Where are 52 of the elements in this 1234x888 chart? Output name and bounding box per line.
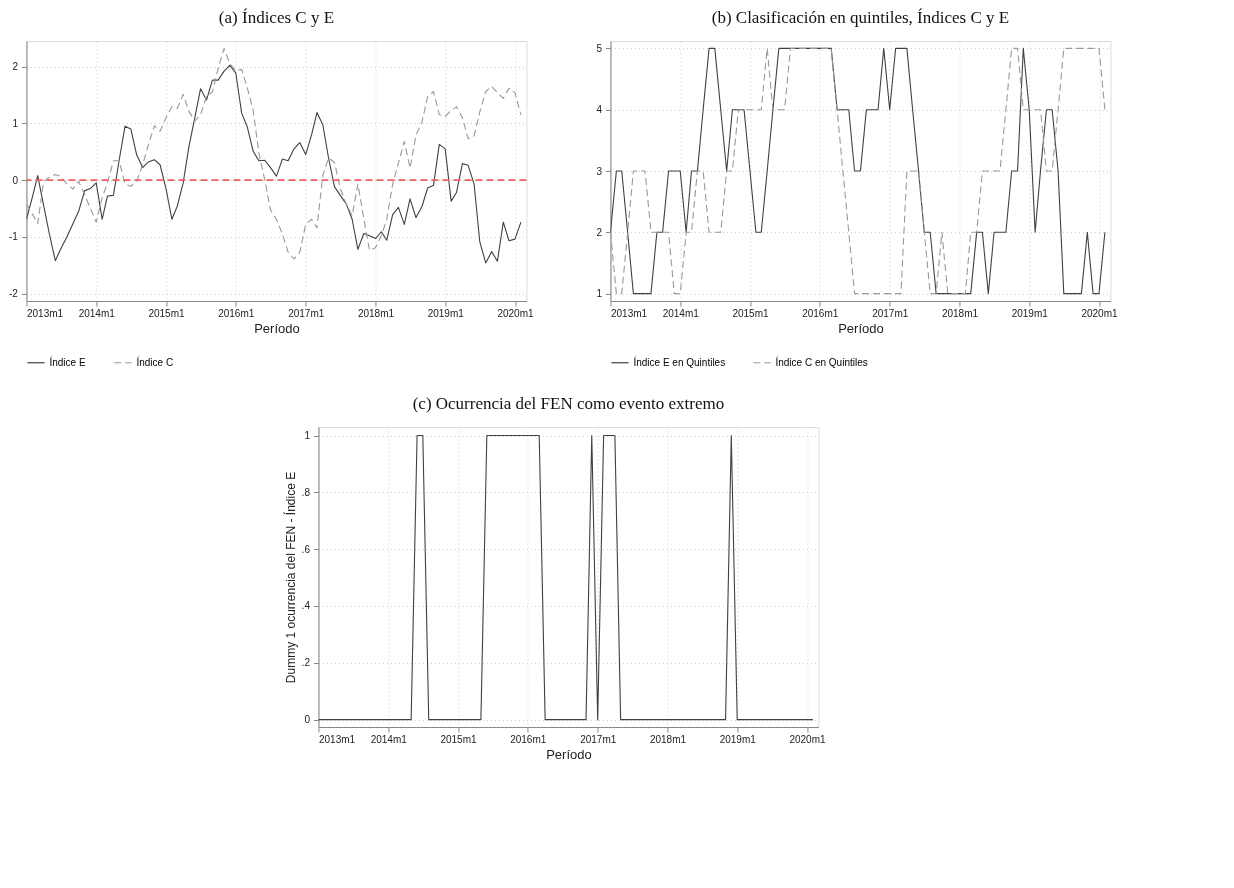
x-tick-label: 2017m1 [580,733,617,745]
y-tick-label: 0 [12,174,19,186]
x-tick-label: 2019m1 [1011,307,1049,319]
y-tick-label: 1 [12,117,19,129]
x-tick-label: 2017m1 [872,307,909,319]
x-tick-label: 2014m1 [78,307,116,319]
x-tick-label: 2015m1 [440,733,477,745]
x-tick-label: 2019m1 [719,733,757,745]
chart-title: (c) Ocurrencia del FEN como evento extremo [412,394,725,413]
y-tick-label: 1 [304,430,311,442]
x-tick-label: 2016m1 [510,733,547,745]
x-tick-label: 2017m1 [288,307,325,319]
x-tick-label: 2013m1 [318,733,356,745]
x-tick-label: 2013m1 [26,307,64,319]
y-tick-label: 3 [596,165,603,177]
chart-title: (a) Índices C y E [218,8,335,27]
x-tick-label: 2015m1 [148,307,185,319]
x-tick-label: 2014m1 [662,307,700,319]
x-tick-label: 2015m1 [732,307,769,319]
x-axis-title: Período [254,320,300,336]
y-tick-label: 2 [12,61,19,73]
x-tick-label: 2020m1 [1081,307,1118,319]
x-tick-label: 2016m1 [802,307,839,319]
x-axis-title: Período [546,746,592,762]
legend-label: Índice E [49,355,86,368]
y-tick-label: -2 [9,288,19,300]
x-tick-label: 2018m1 [357,307,395,319]
y-tick-label: .2 [301,657,311,669]
x-tick-label: 2016m1 [218,307,255,319]
y-tick-label: 5 [596,42,603,54]
x-tick-label: 2013m1 [610,307,648,319]
y-tick-label: .8 [301,486,311,498]
y-tick-label: 1 [596,288,603,300]
x-tick-label: 2014m1 [370,733,408,745]
legend-label: Índice C [136,355,174,368]
y-tick-label: 2 [596,226,603,238]
legend-label: Índice C en Quintiles [775,355,868,368]
y-tick-label: -1 [9,231,19,243]
y-tick-label: .4 [301,600,311,612]
y-tick-label: .6 [301,543,311,555]
x-tick-label: 2020m1 [497,307,534,319]
chart-title: (b) Clasificación en quintiles, Índices C y E [711,8,1010,27]
x-tick-label: 2020m1 [789,733,826,745]
x-tick-label: 2018m1 [941,307,979,319]
x-tick-label: 2018m1 [649,733,687,745]
x-axis-title: Período [838,320,884,336]
y-tick-label: 4 [596,104,603,116]
x-tick-label: 2019m1 [427,307,465,319]
y-axis-title: Dummy 1 ocurrencia del FEN - Índice E [282,471,298,684]
line-series [610,47,1106,295]
legend-label: Índice E en Quintiles [633,355,726,368]
y-tick-label: 0 [304,714,311,726]
